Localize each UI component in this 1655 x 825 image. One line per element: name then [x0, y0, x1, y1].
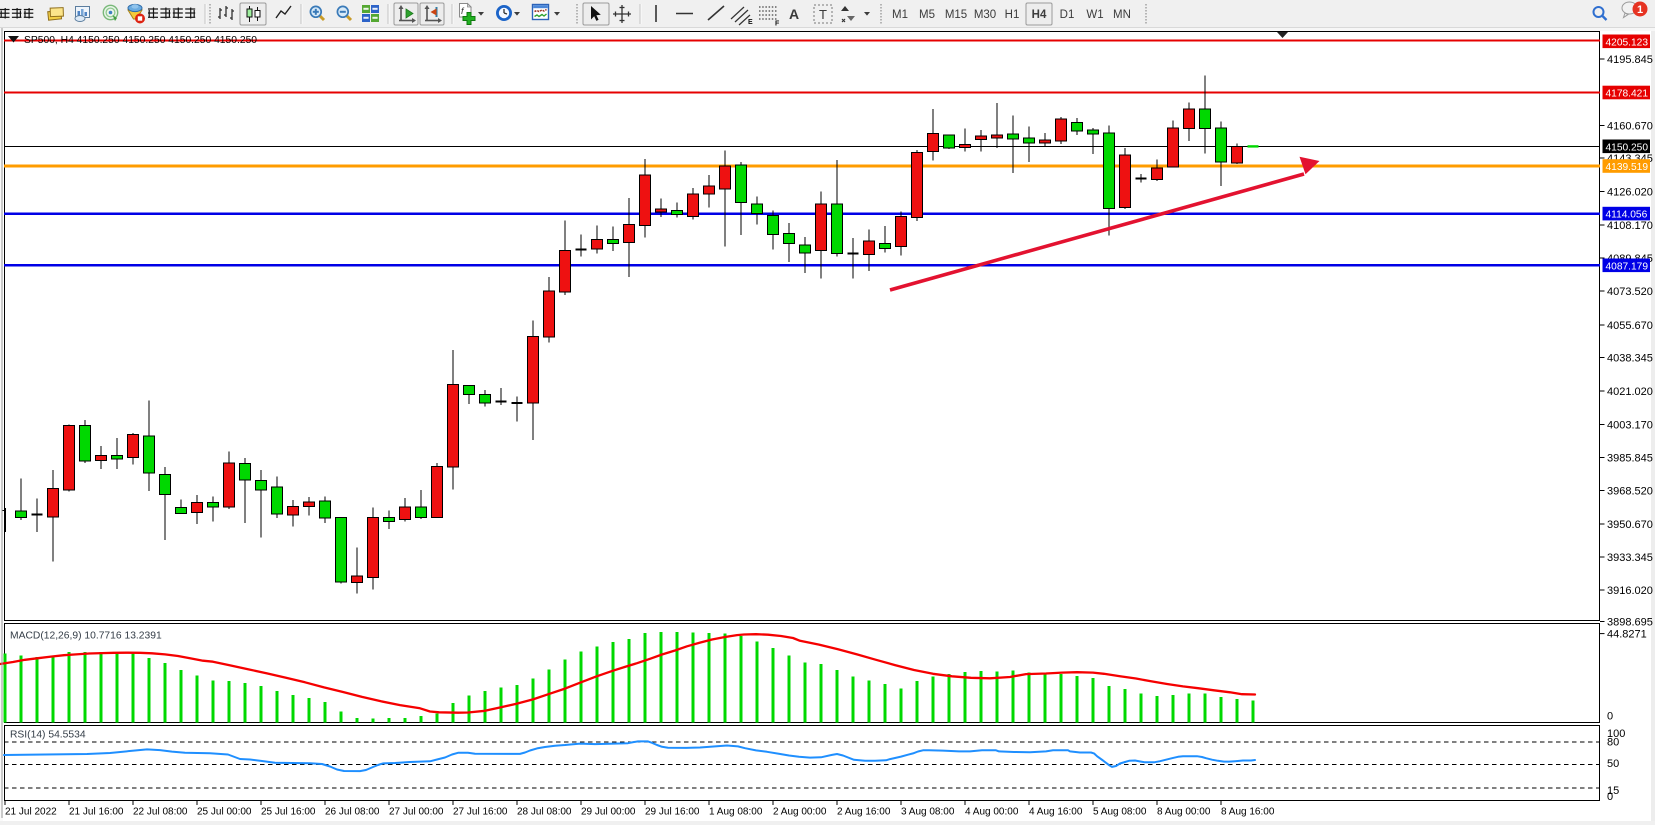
- svg-text:T: T: [819, 7, 827, 22]
- svg-text:80: 80: [1607, 736, 1619, 748]
- svg-text:W1: W1: [1086, 9, 1103, 21]
- svg-text:3 Aug 08:00: 3 Aug 08:00: [901, 807, 955, 818]
- svg-text:M30: M30: [974, 9, 996, 21]
- svg-text:27 Jul 16:00: 27 Jul 16:00: [453, 807, 508, 818]
- svg-text:4195.845: 4195.845: [1607, 54, 1653, 66]
- svg-text:4087.179: 4087.179: [1606, 261, 1649, 272]
- svg-text:25 Jul 16:00: 25 Jul 16:00: [261, 807, 316, 818]
- svg-text:4003.170: 4003.170: [1607, 419, 1653, 431]
- svg-text:21 Jul 16:00: 21 Jul 16:00: [69, 807, 124, 818]
- svg-text:1 Aug 08:00: 1 Aug 08:00: [709, 807, 763, 818]
- svg-text:4 Aug 00:00: 4 Aug 00:00: [965, 807, 1019, 818]
- svg-text:D1: D1: [1060, 9, 1075, 21]
- svg-text:MN: MN: [1113, 9, 1131, 21]
- svg-text:8 Aug 00:00: 8 Aug 00:00: [1157, 807, 1211, 818]
- svg-text:100: 100: [1607, 728, 1625, 740]
- svg-text:4114.056: 4114.056: [1606, 210, 1648, 221]
- svg-text:f: f: [461, 6, 465, 16]
- svg-text:3933.345: 3933.345: [1607, 552, 1653, 564]
- svg-text:4139.519: 4139.519: [1606, 162, 1649, 173]
- svg-text:4126.020: 4126.020: [1607, 186, 1653, 198]
- svg-text:3985.845: 3985.845: [1607, 452, 1653, 464]
- svg-text:28 Jul 08:00: 28 Jul 08:00: [517, 807, 572, 818]
- svg-text:44.8271: 44.8271: [1607, 628, 1647, 640]
- svg-text:H4: H4: [1032, 9, 1047, 21]
- svg-text:4150.250: 4150.250: [1606, 142, 1649, 153]
- svg-text:M5: M5: [919, 9, 935, 21]
- svg-text:4178.421: 4178.421: [1606, 89, 1649, 100]
- svg-text:25 Jul 00:00: 25 Jul 00:00: [197, 807, 252, 818]
- svg-text:SP500, H4 4150.250 4150.250 41: SP500, H4 4150.250 4150.250 4150.250 415…: [24, 35, 257, 46]
- svg-text:4160.670: 4160.670: [1607, 120, 1653, 132]
- svg-text:E: E: [748, 19, 753, 26]
- svg-text:MACD(12,26,9) 10.7716 13.2391: MACD(12,26,9) 10.7716 13.2391: [10, 631, 162, 642]
- svg-text:0: 0: [1607, 710, 1613, 722]
- svg-text:4038.345: 4038.345: [1607, 352, 1653, 364]
- svg-text:F: F: [775, 21, 780, 28]
- svg-text:5 Aug 08:00: 5 Aug 08:00: [1093, 807, 1147, 818]
- svg-text:2 Aug 16:00: 2 Aug 16:00: [837, 807, 891, 818]
- svg-text:4205.123: 4205.123: [1606, 37, 1649, 48]
- svg-text:50: 50: [1607, 758, 1619, 770]
- svg-text:22 Jul 08:00: 22 Jul 08:00: [133, 807, 188, 818]
- svg-text:29 Jul 16:00: 29 Jul 16:00: [645, 807, 700, 818]
- svg-text:3950.670: 3950.670: [1607, 519, 1653, 531]
- svg-text:A: A: [789, 6, 799, 22]
- svg-text:RSI(14) 54.5534: RSI(14) 54.5534: [10, 730, 86, 741]
- svg-text:15: 15: [1607, 785, 1619, 797]
- svg-text:21 Jul 2022: 21 Jul 2022: [5, 807, 57, 818]
- svg-text:4055.670: 4055.670: [1607, 320, 1653, 332]
- svg-text:4108.170: 4108.170: [1607, 220, 1653, 232]
- svg-text:3916.020: 3916.020: [1607, 585, 1653, 597]
- svg-text:3968.520: 3968.520: [1607, 485, 1653, 497]
- svg-text:2 Aug 00:00: 2 Aug 00:00: [773, 807, 827, 818]
- svg-text:4073.520: 4073.520: [1607, 286, 1653, 298]
- svg-text:1: 1: [1637, 4, 1643, 16]
- svg-text:29 Jul 00:00: 29 Jul 00:00: [581, 807, 636, 818]
- svg-text:3898.695: 3898.695: [1607, 616, 1653, 628]
- svg-text:M1: M1: [892, 9, 908, 21]
- svg-text:M15: M15: [945, 9, 967, 21]
- svg-text:27 Jul 00:00: 27 Jul 00:00: [389, 807, 444, 818]
- svg-text:4 Aug 16:00: 4 Aug 16:00: [1029, 807, 1083, 818]
- svg-text:0: 0: [1607, 791, 1613, 803]
- svg-text:H1: H1: [1005, 9, 1020, 21]
- svg-text:4021.020: 4021.020: [1607, 386, 1653, 398]
- svg-text:8 Aug 16:00: 8 Aug 16:00: [1221, 807, 1275, 818]
- svg-text:26 Jul 08:00: 26 Jul 08:00: [325, 807, 380, 818]
